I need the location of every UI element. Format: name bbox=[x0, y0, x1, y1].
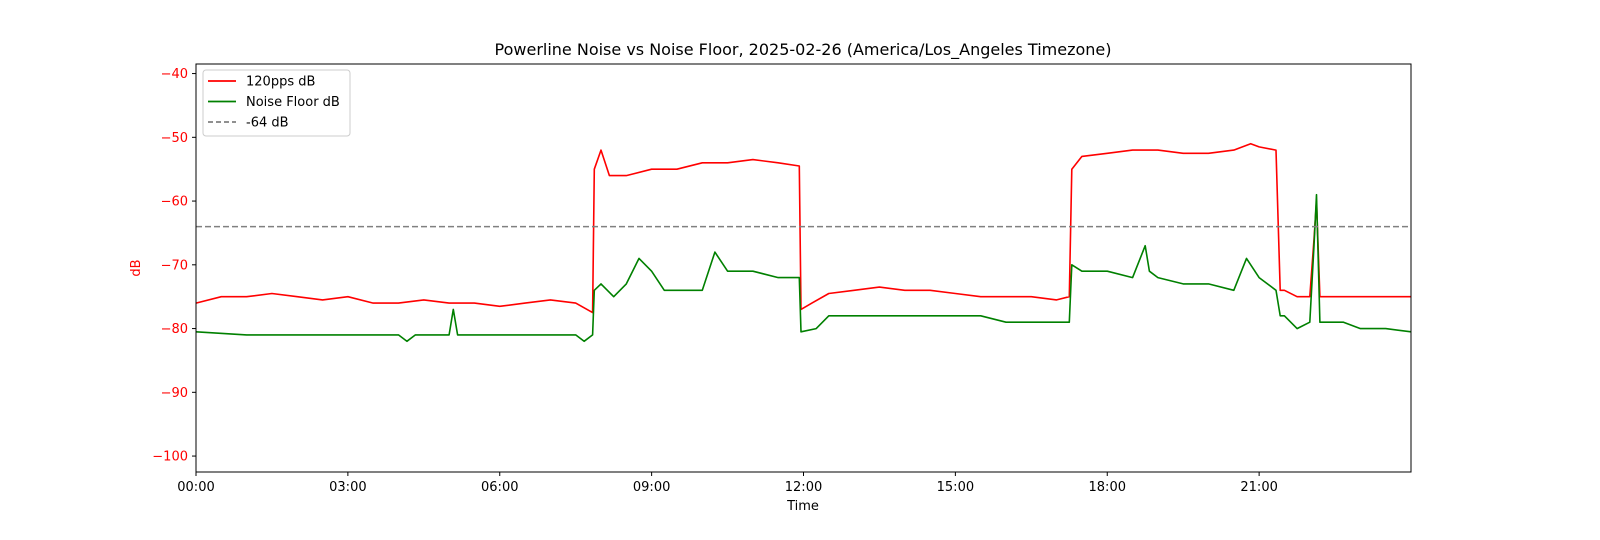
y-tick-label: −70 bbox=[161, 258, 188, 273]
y-tick-label: −40 bbox=[161, 67, 188, 82]
y-tick-label: −60 bbox=[161, 195, 188, 210]
legend-label: -64 dB bbox=[246, 116, 289, 131]
y-tick-label: −80 bbox=[161, 322, 188, 337]
x-axis: 00:00 03:00 06:00 09:00 12:00 15:00 18:00 21:00 bbox=[177, 472, 1278, 495]
series-line-1 bbox=[195, 193, 1412, 343]
x-tick-label: 18:00 bbox=[1089, 480, 1126, 495]
y-tick-label: −50 bbox=[161, 131, 188, 146]
x-tick-label: 00:00 bbox=[177, 480, 214, 495]
x-tick-label: 06:00 bbox=[481, 480, 518, 495]
x-tick-label: 15:00 bbox=[937, 480, 974, 495]
legend: 120pps dB Noise Floor dB -64 dB bbox=[202, 69, 351, 137]
series-line-0 bbox=[195, 142, 1411, 314]
chart-title: Powerline Noise vs Noise Floor, 2025-02-… bbox=[495, 40, 1112, 60]
y-tick-label: −100 bbox=[152, 450, 188, 465]
x-tick-label: 03:00 bbox=[329, 480, 366, 495]
plot-frame bbox=[195, 63, 1412, 473]
y-axis: −40 −50 −60 −70 −80 −90 −100 bbox=[152, 67, 196, 465]
x-tick-label: 21:00 bbox=[1240, 480, 1277, 495]
legend-label: Noise Floor dB bbox=[246, 95, 340, 110]
legend-box bbox=[202, 69, 351, 137]
legend-label: 120pps dB bbox=[246, 75, 315, 90]
x-tick-label: 09:00 bbox=[633, 480, 670, 495]
y-axis-label: dB bbox=[129, 259, 144, 276]
y-tick-label: −90 bbox=[161, 386, 188, 401]
x-tick-label: 12:00 bbox=[785, 480, 822, 495]
x-axis-label: Time bbox=[786, 499, 819, 514]
plot-area bbox=[195, 63, 1412, 473]
